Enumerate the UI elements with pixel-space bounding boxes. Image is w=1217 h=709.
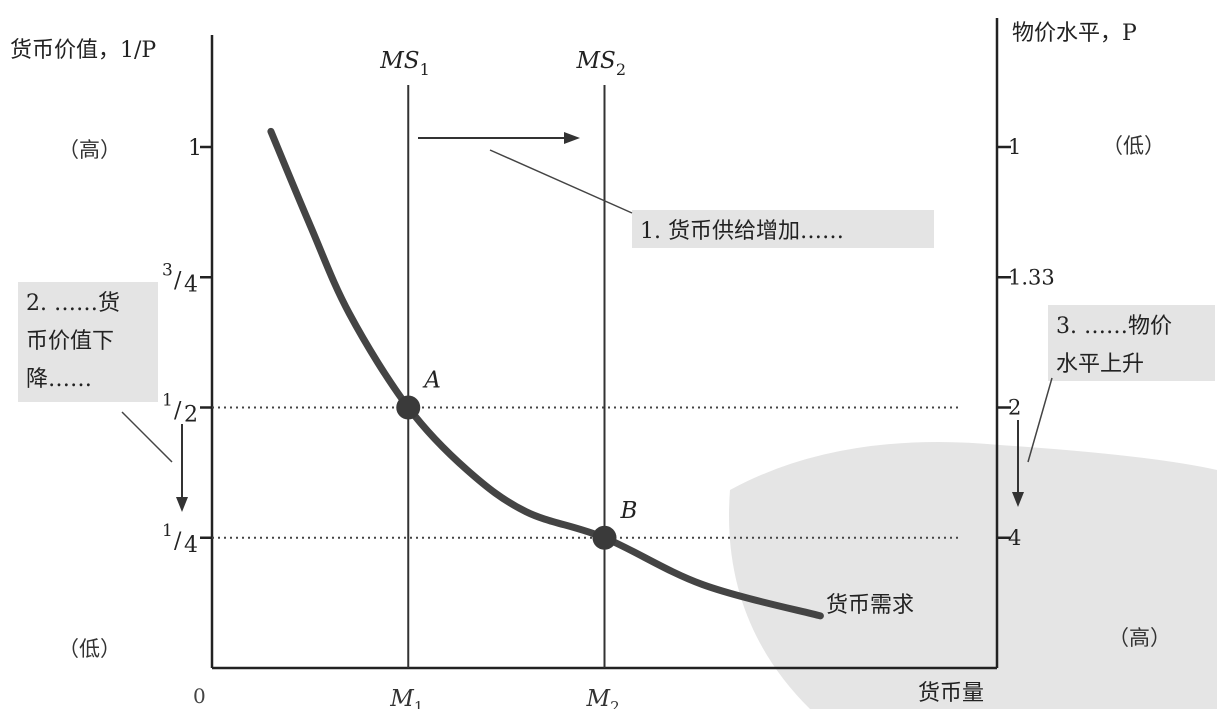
annotation-price-line-2: 水平上升 <box>1056 352 1144 377</box>
money-demand-label: 货币需求 <box>826 593 914 618</box>
supply-line-label-1: MS1 <box>379 48 430 79</box>
right-high-label: （高） <box>1108 626 1171 650</box>
left-tick-slash-1: / <box>174 268 182 293</box>
right-tick-label-0: 1 <box>1008 135 1021 159</box>
left-tick-denominator-1: 4 <box>184 272 198 297</box>
left-low-label: （低） <box>58 637 121 661</box>
right-axis-ticks: 1 1.33 2 4 <box>997 135 1055 550</box>
right-tick-label-2: 2 <box>1008 396 1021 420</box>
annotation-value-line-2: 币价值下 <box>26 329 114 354</box>
annotation-price-line-1: 3. ……物价 <box>1056 314 1172 339</box>
annotation-value-line-3: 降…… <box>26 367 92 392</box>
supply-label-sub-1: 1 <box>420 60 430 79</box>
equilibrium-point-b <box>592 525 617 550</box>
left-tick-numerator-3: 1 <box>162 521 173 541</box>
price-rise-arrow-head <box>1012 492 1024 507</box>
equilibrium-points: AB <box>396 368 637 550</box>
left-tick-slash-2: / <box>174 399 182 424</box>
x-tick-label-2: M2 <box>586 686 620 709</box>
equilibrium-label-b: B <box>620 498 638 524</box>
dotted-guides <box>212 406 958 539</box>
right-low-label: （低） <box>1102 134 1165 158</box>
left-high-label: （高） <box>58 138 121 162</box>
money-demand-curve <box>267 127 824 620</box>
left-tick-numerator-1: 3 <box>162 260 173 280</box>
x-tick-sub-2: 2 <box>610 698 620 709</box>
x-axis-ticks: M1 M2 <box>389 686 619 709</box>
left-tick-slash-3: / <box>174 529 182 554</box>
left-tick-denominator-2: 2 <box>184 403 198 428</box>
shift-arrow-head <box>564 132 580 144</box>
x-tick-main-1: M <box>389 686 415 709</box>
annotation-supply-increase: 1. 货币供给增加…… <box>418 132 934 248</box>
left-tick-denominator-3: 4 <box>184 533 198 558</box>
annotation-value-fall: 2. ……货 币价值下 降…… <box>18 282 188 512</box>
right-tick-label-1: 1.33 <box>1008 265 1055 289</box>
supply-label-main-2: MS <box>576 48 616 74</box>
origin-label: 0 <box>193 684 206 708</box>
supply-lines: MS1 MS2 <box>379 48 626 668</box>
value-fall-arrow-head <box>176 497 188 512</box>
annotation-supply-pointer <box>489 149 633 214</box>
supply-label-sub-2: 2 <box>616 60 626 79</box>
left-tick-label-0: 1 <box>188 136 202 161</box>
annotation-supply-text: 1. 货币供给增加…… <box>640 219 844 244</box>
right-tick-label-3: 4 <box>1008 526 1021 550</box>
x-axis-title: 货币量 <box>918 681 984 706</box>
equilibrium-label-a: A <box>422 368 441 394</box>
right-axis-title: 物价水平，P <box>1012 21 1137 46</box>
x-tick-sub-1: 1 <box>414 698 424 709</box>
left-tick-numerator-2: 1 <box>162 391 173 411</box>
supply-line-label-2: MS2 <box>576 48 627 79</box>
watermark <box>729 442 1217 709</box>
annotation-value-pointer <box>121 411 173 463</box>
supply-label-main-1: MS <box>379 48 419 74</box>
annotation-value-line-1: 2. ……货 <box>26 291 120 316</box>
annotation-price-rise: 3. ……物价 水平上升 <box>1012 305 1215 507</box>
equilibrium-point-a <box>396 395 421 420</box>
x-tick-label-1: M1 <box>389 686 423 709</box>
left-axis-ticks: 13/41/21/4 <box>162 136 212 558</box>
annotation-price-pointer <box>1027 377 1053 463</box>
x-tick-main-2: M <box>586 686 612 709</box>
left-axis-title: 货币价值，1/P <box>10 38 156 63</box>
